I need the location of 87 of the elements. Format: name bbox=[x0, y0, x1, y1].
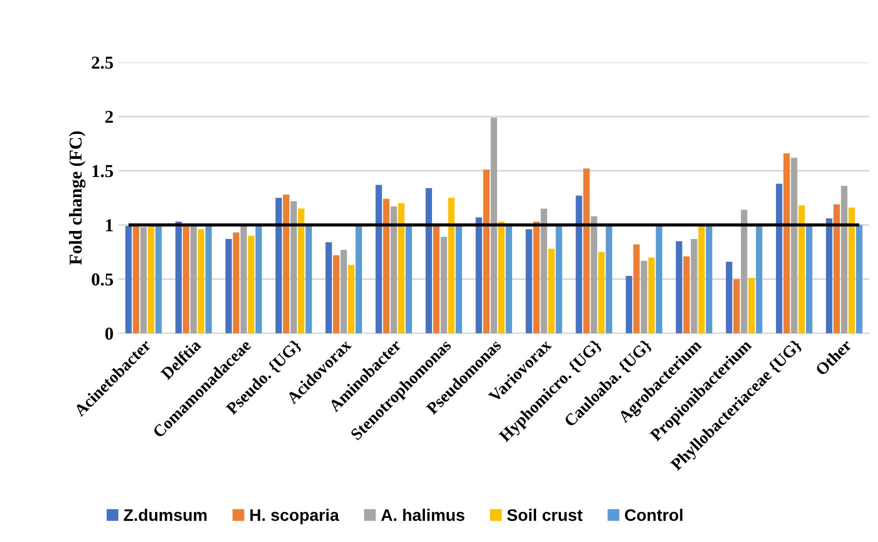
y-tick-label: 1.5 bbox=[92, 165, 114, 178]
bar bbox=[676, 241, 682, 334]
bar bbox=[640, 260, 648, 334]
bar bbox=[748, 278, 755, 334]
bar bbox=[248, 236, 254, 334]
bar bbox=[826, 218, 832, 334]
bar bbox=[834, 204, 840, 334]
bar bbox=[376, 184, 382, 334]
bar bbox=[648, 257, 655, 334]
bar bbox=[706, 224, 712, 334]
bar bbox=[690, 239, 698, 334]
bar bbox=[683, 256, 690, 334]
bar bbox=[490, 118, 498, 334]
bar bbox=[390, 206, 397, 334]
bar bbox=[440, 236, 448, 334]
bar bbox=[406, 224, 412, 334]
bar bbox=[426, 188, 432, 334]
bar bbox=[806, 224, 812, 334]
legend-label: Soil crust bbox=[507, 508, 582, 521]
bar bbox=[756, 224, 762, 334]
bar bbox=[275, 198, 282, 334]
bar bbox=[590, 216, 598, 334]
bar bbox=[576, 196, 582, 334]
bar bbox=[290, 201, 297, 334]
bar bbox=[656, 224, 662, 334]
bar bbox=[698, 226, 705, 334]
bar bbox=[433, 226, 440, 334]
bar bbox=[606, 224, 612, 334]
bar bbox=[205, 224, 212, 334]
bar bbox=[598, 252, 605, 334]
y-axis-title: Fold change (FC) bbox=[69, 131, 86, 265]
bar bbox=[856, 224, 862, 334]
bar bbox=[790, 158, 798, 334]
bar bbox=[348, 265, 354, 334]
legend-label: A. halimus bbox=[381, 508, 464, 521]
bar bbox=[140, 227, 147, 334]
bar bbox=[556, 224, 562, 334]
bar bbox=[125, 226, 132, 334]
bar bbox=[132, 226, 140, 334]
bar bbox=[240, 226, 247, 334]
bar bbox=[398, 203, 404, 334]
legend-label: H. scoparia bbox=[250, 508, 340, 524]
y-tick-label: 0 bbox=[105, 328, 113, 340]
legend-label: Control bbox=[624, 508, 682, 521]
bar bbox=[548, 248, 555, 334]
bar bbox=[848, 208, 855, 334]
bar bbox=[540, 208, 548, 334]
legend-label: Z.dumsum bbox=[124, 508, 207, 521]
bar bbox=[356, 224, 362, 334]
bar bbox=[776, 184, 782, 334]
y-tick-label: 0.5 bbox=[92, 273, 114, 286]
bar bbox=[483, 170, 490, 334]
bar bbox=[733, 279, 740, 334]
bar bbox=[190, 224, 197, 334]
bar bbox=[232, 232, 240, 334]
bar bbox=[633, 244, 640, 334]
bar bbox=[225, 239, 232, 334]
y-tick-label: 1 bbox=[106, 219, 113, 232]
bar bbox=[155, 224, 162, 334]
bar bbox=[841, 186, 848, 334]
bar bbox=[626, 276, 632, 334]
bar bbox=[740, 210, 748, 334]
bar bbox=[333, 255, 340, 334]
bar bbox=[526, 229, 532, 334]
bar bbox=[326, 242, 332, 334]
bar bbox=[783, 153, 790, 334]
y-tick-label: 2 bbox=[105, 110, 113, 123]
bar bbox=[498, 222, 505, 334]
y-tick-label: 2.5 bbox=[92, 56, 114, 69]
bar bbox=[175, 222, 182, 334]
bar bbox=[798, 205, 805, 334]
bar bbox=[476, 217, 482, 334]
bar bbox=[148, 224, 154, 334]
bar bbox=[255, 224, 262, 334]
bar bbox=[340, 250, 347, 334]
bar bbox=[198, 229, 204, 334]
bar bbox=[506, 224, 512, 334]
bar bbox=[456, 224, 462, 334]
bar bbox=[583, 168, 590, 334]
bar bbox=[448, 198, 455, 334]
bar bbox=[533, 222, 540, 334]
bar bbox=[306, 224, 312, 334]
bar bbox=[282, 194, 290, 334]
bar bbox=[383, 198, 390, 334]
bar bbox=[726, 262, 732, 334]
bar bbox=[182, 226, 190, 334]
bar bbox=[298, 208, 304, 334]
